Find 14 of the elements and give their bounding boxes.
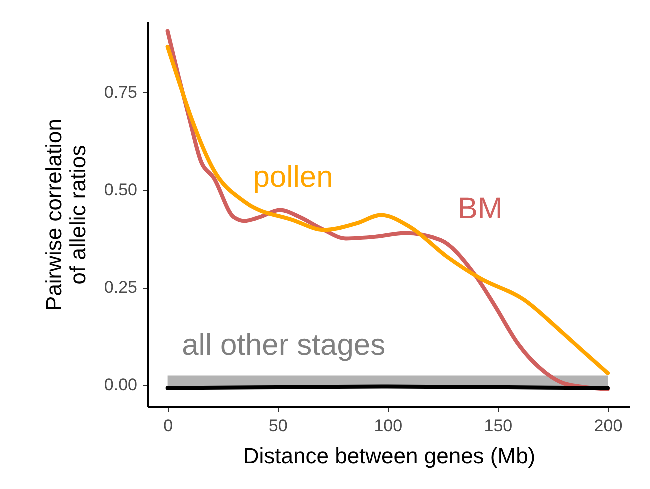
- x-axis-title: Distance between genes (Mb): [243, 444, 536, 468]
- x-tick-label: 200: [594, 416, 623, 436]
- y-tick-label: 0.75: [104, 82, 138, 102]
- series-label: BM: [458, 192, 503, 226]
- y-tick-label: 0.25: [104, 278, 138, 298]
- y-axis-title: Pairwise correlation of allelic ratios: [41, 119, 90, 311]
- x-tick-label: 0: [164, 416, 174, 436]
- x-tick-label: 150: [484, 416, 513, 436]
- x-tick-label: 50: [268, 416, 288, 436]
- y-tick-label: 0.50: [104, 180, 138, 200]
- x-tick-label: 100: [374, 416, 403, 436]
- y-tick-label: 0.00: [104, 376, 138, 395]
- series-label: pollen: [253, 161, 334, 194]
- series-label: all other stages: [182, 329, 386, 362]
